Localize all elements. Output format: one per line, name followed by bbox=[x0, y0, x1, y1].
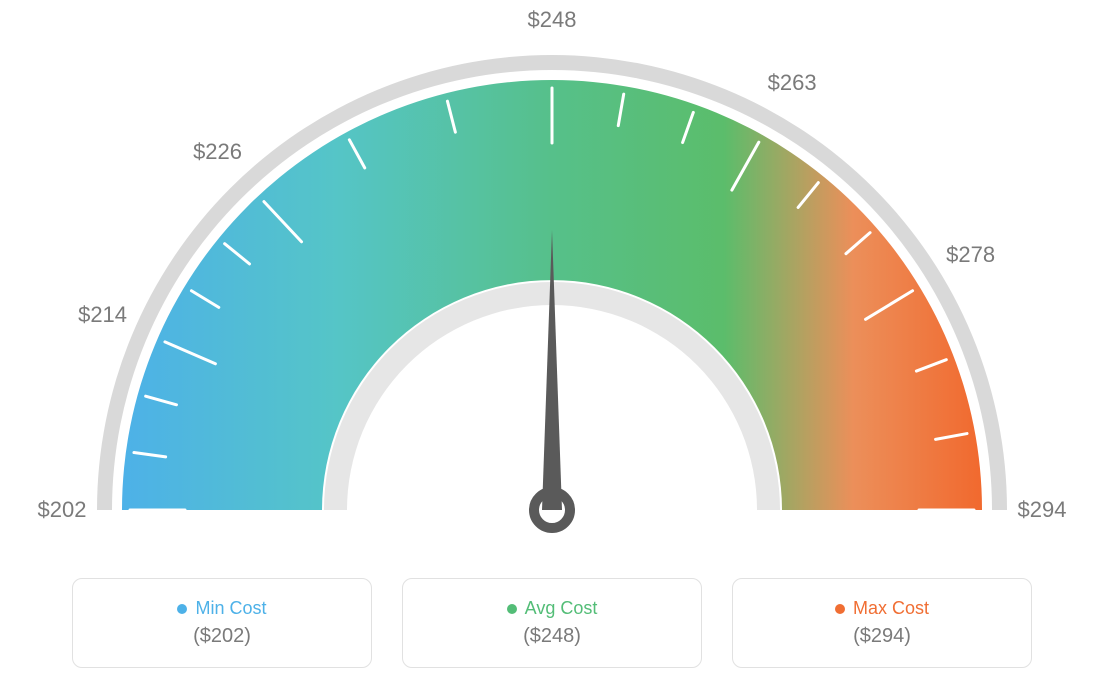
min-cost-label: Min Cost bbox=[195, 598, 266, 619]
max-cost-value: ($294) bbox=[853, 625, 911, 648]
gauge-tick-label: $248 bbox=[528, 7, 577, 33]
max-dot-icon bbox=[835, 604, 845, 614]
max-cost-card: Max Cost ($294) bbox=[732, 578, 1032, 668]
max-cost-label: Max Cost bbox=[853, 598, 929, 619]
summary-row: Min Cost ($202) Avg Cost ($248) Max Cost… bbox=[0, 578, 1104, 668]
gauge-tick-label: $278 bbox=[946, 242, 995, 268]
gauge-tick-label: $226 bbox=[193, 139, 242, 165]
avg-cost-value: ($248) bbox=[523, 625, 581, 648]
avg-cost-label: Avg Cost bbox=[525, 598, 598, 619]
avg-cost-card: Avg Cost ($248) bbox=[402, 578, 702, 668]
gauge-tick-label: $263 bbox=[768, 70, 817, 96]
cost-gauge-widget: $202 $214 $226 $248 $263 $278 $294 Min Cost ($… bbox=[0, 0, 1104, 690]
min-cost-card: Min Cost ($202) bbox=[72, 578, 372, 668]
gauge-tick-label: $202 bbox=[38, 497, 87, 523]
avg-dot-icon bbox=[507, 604, 517, 614]
gauge-chart: $202 $214 $226 $248 $263 $278 $294 bbox=[0, 0, 1104, 560]
gauge-tick-label: $294 bbox=[1018, 497, 1067, 523]
min-cost-value: ($202) bbox=[193, 625, 251, 648]
gauge-tick-label: $214 bbox=[78, 302, 127, 328]
min-dot-icon bbox=[177, 604, 187, 614]
